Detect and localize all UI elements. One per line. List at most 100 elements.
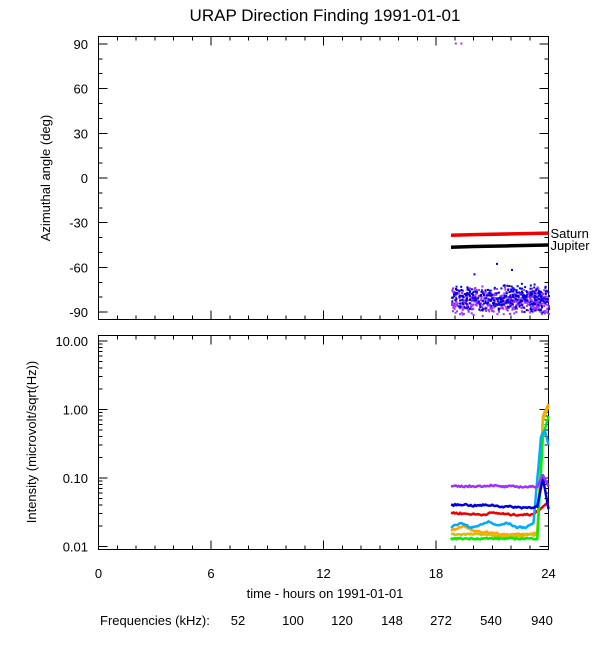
- azimuth-point-540: [463, 293, 466, 296]
- azimuth-point-940: [461, 308, 464, 311]
- azimuth-point-540: [497, 307, 500, 310]
- azimuth-point-540: [456, 292, 458, 295]
- azimuth-point-940: [451, 302, 454, 305]
- azimuth-point-540: [510, 285, 513, 288]
- legend-item-100: 100: [282, 613, 304, 628]
- azimuth-point-940: [533, 309, 535, 312]
- azimuth-point-540: [481, 309, 484, 311]
- x-tick-label: 18: [429, 566, 443, 581]
- azimuth-point-540: [467, 306, 470, 309]
- azimuth-point-940: [463, 301, 466, 304]
- azimuth-point-540: [545, 300, 548, 303]
- azimuth-point-940: [541, 292, 544, 295]
- azimuth-point-540: [515, 290, 518, 293]
- azimuth-point-940: [500, 296, 503, 299]
- azimuth-point-540: [483, 293, 486, 296]
- azimuth-point-540: [478, 300, 480, 303]
- azimuth-point-940: [484, 306, 487, 309]
- azimuth-point-940: [496, 288, 499, 290]
- azimuth-point-540: [460, 285, 463, 288]
- azimuth-point-940: [528, 296, 531, 298]
- azimuth-point-540: [519, 299, 522, 302]
- azimuth-point-540: [510, 289, 513, 292]
- azimuth-point-940: [454, 305, 457, 308]
- azimuth-point-940: [531, 290, 534, 292]
- legend-item-272: 272: [430, 613, 452, 628]
- azimuth-point-540: [492, 303, 495, 306]
- azimuth-point-540: [471, 293, 474, 296]
- legend-item-120: 120: [331, 613, 353, 628]
- azimuth-point-540: [458, 295, 461, 298]
- azimuth-point-540: [546, 298, 549, 301]
- azimuth-point-540: [532, 290, 535, 293]
- azimuth-point-540: [486, 302, 489, 305]
- azimuth-point-940: [539, 304, 542, 306]
- azimuth-point-940: [472, 303, 475, 306]
- azimuth-plot-frame: [98, 36, 549, 320]
- azimuth-point-540: [543, 297, 546, 300]
- azimuth-point-940: [534, 293, 537, 296]
- azimuth-point-540: [496, 304, 499, 306]
- azimuth-point-540: [495, 292, 498, 295]
- azimuth-point-540: [455, 288, 458, 291]
- azimuth-point-940: [482, 303, 484, 306]
- azimuth-point-940: [479, 302, 482, 305]
- x-tick-label: 0: [95, 566, 102, 581]
- azimuth-point-540: [483, 302, 486, 305]
- azimuth-point-540: [544, 290, 547, 293]
- azimuth-point-540: [482, 300, 485, 303]
- azimuth-point-540: [499, 300, 502, 303]
- azimuth-point-940: [459, 313, 461, 316]
- azimuth-point-940: [454, 42, 457, 45]
- azimuth-point-940: [469, 287, 472, 290]
- azimuth-point-540: [508, 285, 511, 287]
- azimuth-point-540: [516, 298, 519, 301]
- azimuth-point-540: [517, 302, 520, 305]
- azimuth-point-940: [540, 313, 543, 315]
- azimuth-point-540: [454, 299, 457, 302]
- azimuth-point-940: [519, 302, 522, 305]
- azimuth-point-540: [499, 296, 502, 299]
- azimuth-point-540: [463, 306, 466, 309]
- azimuth-point-540: [509, 294, 512, 297]
- azimuth-point-540: [518, 287, 521, 290]
- figure-title: URAP Direction Finding 1991-01-01: [190, 6, 461, 25]
- azimuth-point-940: [463, 299, 466, 302]
- azimuth-point-540: [539, 291, 542, 294]
- azimuth-point-540: [496, 298, 499, 300]
- azimuth-point-540: [517, 295, 520, 298]
- azimuth-point-540: [529, 307, 532, 310]
- azimuth-point-940: [473, 288, 476, 291]
- azimuth-point-940: [480, 295, 483, 298]
- azimuth-point-940: [478, 294, 480, 297]
- azimuth-point-540: [480, 290, 483, 293]
- azimuth-point-540: [536, 296, 539, 299]
- azimuth-point-940: [543, 305, 546, 308]
- intensity-line-148: [450, 415, 550, 541]
- azimuth-point-540: [470, 288, 473, 291]
- azimuth-point-540: [460, 288, 463, 291]
- azimuth-point-540: [494, 305, 497, 308]
- azimuth-point-940: [535, 303, 538, 306]
- azimuth-point-540: [537, 298, 540, 301]
- azimuth-point-540: [523, 297, 526, 300]
- azimuth-point-940: [488, 310, 491, 313]
- azimuth-point-940: [490, 289, 493, 292]
- azimuth-point-540: [461, 302, 464, 305]
- azimuth-point-940: [524, 301, 527, 304]
- azimuth-point-540: [466, 286, 469, 289]
- azimuth-point-940: [547, 305, 550, 308]
- azimuth-point-940: [476, 300, 479, 303]
- azimuth-point-540: [487, 294, 490, 297]
- azimuth-point-940: [513, 295, 516, 298]
- azimuth-point-540: [531, 292, 534, 295]
- azimuth-point-540: [539, 309, 542, 311]
- azimuth-point-540: [498, 303, 501, 306]
- azimuth-point-540: [464, 292, 467, 295]
- azimuth-point-540: [484, 307, 487, 310]
- azimuth-point-540: [507, 289, 510, 292]
- azimuth-point-540: [541, 306, 543, 309]
- azimuth-point-540: [533, 303, 536, 306]
- y-tick-label: 0: [81, 171, 88, 186]
